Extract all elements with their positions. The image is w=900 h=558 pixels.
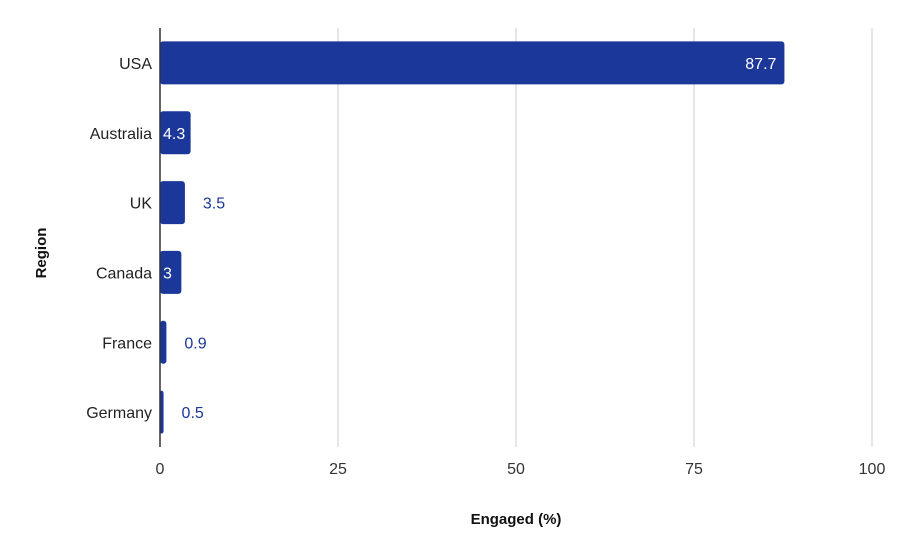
- data-labels: 87.7 4.3 3.5 3 0.9 0.5: [163, 56, 777, 422]
- bar-canada: [160, 250, 182, 294]
- y-tick-label-australia: Australia: [90, 126, 152, 143]
- x-axis-tick-labels: 0 25 50 75 100: [156, 461, 886, 478]
- y-tick-label-uk: UK: [130, 196, 153, 213]
- x-tick-label-50: 50: [507, 461, 525, 478]
- bars: [160, 41, 785, 434]
- y-tick-label-usa: USA: [119, 56, 152, 73]
- x-tick-label-75: 75: [685, 461, 703, 478]
- y-axis-tick-labels: USA Australia UK Canada France Germany: [86, 56, 152, 422]
- x-tick-label-25: 25: [329, 461, 347, 478]
- data-label-france: 0.9: [184, 335, 206, 352]
- x-tick-label-100: 100: [859, 461, 886, 478]
- y-tick-label-france: France: [102, 335, 152, 352]
- bar-australia: [160, 111, 191, 155]
- bar-france: [160, 320, 167, 364]
- y-axis-title: Region: [33, 228, 50, 279]
- y-tick-label-germany: Germany: [86, 405, 152, 422]
- data-label-usa: 87.7: [745, 56, 776, 73]
- bar-uk: [160, 181, 185, 225]
- x-tick-label-0: 0: [156, 461, 165, 478]
- bar-germany: [160, 390, 164, 434]
- data-label-germany: 0.5: [182, 405, 204, 422]
- gridlines: [337, 28, 873, 447]
- data-label-australia: 4.3: [163, 126, 185, 143]
- bar-usa: [160, 41, 785, 85]
- y-tick-label-canada: Canada: [96, 265, 152, 282]
- data-label-canada: 3: [163, 265, 172, 282]
- data-label-uk: 3.5: [203, 196, 225, 213]
- x-axis-title: Engaged (%): [471, 511, 562, 528]
